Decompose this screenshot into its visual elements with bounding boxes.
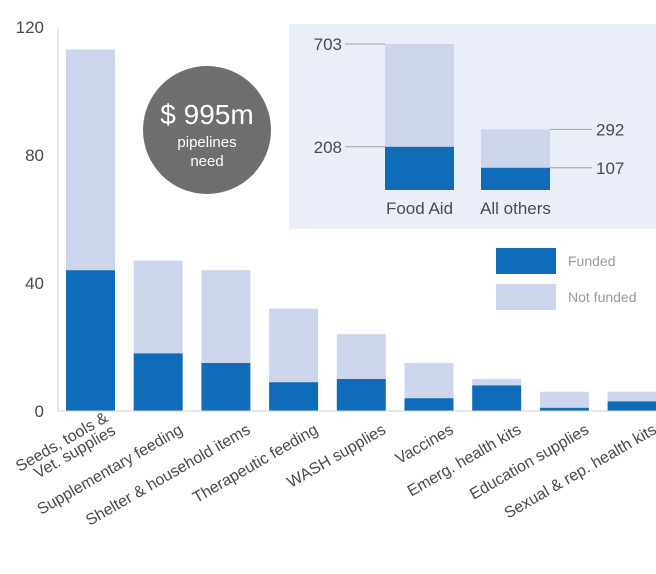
bar-not-funded — [66, 49, 115, 271]
x-tick-labels: Seeds, tools &Vet. suppliesSupplementary… — [13, 409, 656, 529]
y-tick-label: 120 — [16, 18, 44, 37]
bubble-circle — [143, 66, 271, 194]
y-tick-labels: 0 40 80 120 — [16, 18, 44, 421]
bar-not-funded — [404, 363, 454, 399]
y-tick-label: 0 — [35, 402, 44, 421]
inset-bar-funded — [481, 167, 550, 190]
y-tick-label: 40 — [25, 274, 44, 293]
legend-swatch-not-funded — [496, 284, 556, 310]
bar-funded — [336, 379, 386, 411]
bar-funded — [269, 382, 319, 411]
bar-funded — [607, 401, 656, 411]
inset-value-label: 107 — [596, 159, 624, 178]
bar-not-funded — [472, 379, 522, 386]
legend-label-not-funded: Not funded — [568, 289, 637, 305]
inset-value-label: 292 — [596, 120, 624, 139]
inset-category-label: Food Aid — [386, 199, 453, 218]
bar-funded — [539, 407, 589, 411]
y-tick-label: 80 — [25, 146, 44, 165]
inset-chart: Food Aid All others 703 208 292 107 — [289, 24, 656, 229]
bar-not-funded — [201, 270, 251, 363]
x-tick-label: Therapeutic feeding — [190, 421, 321, 506]
inset-bar-funded — [385, 146, 454, 190]
inset-category-label: All others — [480, 199, 551, 218]
bar-funded — [404, 398, 454, 411]
bar-not-funded — [133, 260, 183, 354]
bar-funded — [472, 385, 522, 411]
inset-background — [289, 24, 656, 229]
bar-not-funded — [607, 391, 656, 402]
inset-bars-group — [385, 44, 550, 190]
inset-value-label: 208 — [314, 138, 342, 157]
main-bars-group — [66, 49, 656, 411]
inset-value-label: 703 — [314, 35, 342, 54]
bar-funded — [133, 353, 183, 411]
legend-label-funded: Funded — [568, 253, 615, 269]
legend-swatch-funded — [496, 248, 556, 274]
inset-bar-not-funded — [385, 44, 454, 147]
needs-bubble: $ 995m pipelines need — [143, 66, 271, 194]
bar-not-funded — [539, 391, 589, 408]
bar-funded — [201, 363, 251, 411]
bubble-line2: need — [190, 153, 223, 170]
bar-not-funded — [336, 334, 386, 379]
bar-funded — [66, 270, 115, 411]
main-axis-group — [57, 27, 656, 412]
bubble-amount: $ 995m — [160, 99, 253, 130]
inset-bar-not-funded — [481, 129, 550, 168]
bar-not-funded — [269, 308, 319, 383]
bubble-line1: pipelines — [177, 134, 236, 151]
legend: Funded Not funded — [496, 248, 637, 310]
inset-labels-group: Food Aid All others 703 208 292 107 — [314, 35, 625, 218]
x-tick-label: Emerg. health kits — [405, 421, 524, 500]
